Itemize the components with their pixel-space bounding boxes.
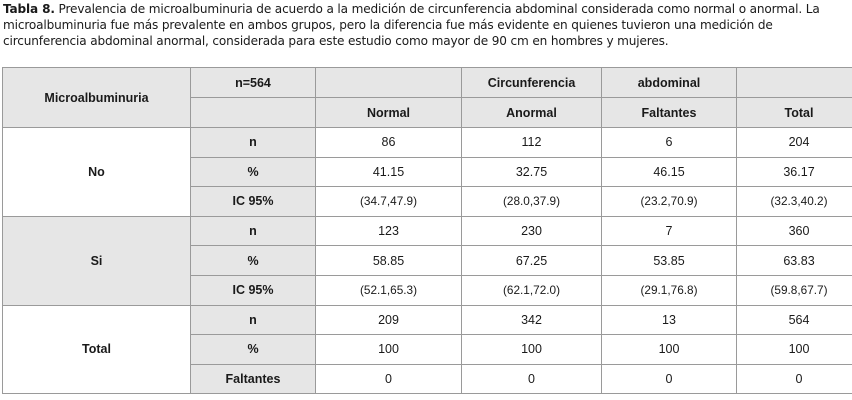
- value-cell: (28.0,37.9): [461, 186, 602, 217]
- value-cell: (52.1,65.3): [315, 274, 462, 306]
- value-cell: (32.3,40.2): [736, 186, 852, 217]
- column-header-anormal: Anormal: [461, 97, 602, 128]
- value-cell: (29.1,76.8): [601, 274, 737, 306]
- value-cell: 46.15: [601, 156, 737, 188]
- value-cell: 100: [736, 334, 852, 365]
- value-cell: 100: [315, 334, 462, 365]
- row-header-cell: Microalbuminuria: [2, 67, 191, 128]
- value-cell: 13: [601, 304, 737, 336]
- value-cell: 0: [461, 363, 602, 395]
- table-row: Total n 209 342 13 564: [2, 304, 852, 395]
- table-row: % 58.85 67.25 53.85 63.83: [3, 245, 852, 276]
- header-row-1: Microalbuminuria n=564 Circunferencia ab…: [2, 67, 852, 128]
- table-row: Si n 123 230 7 360: [2, 215, 852, 306]
- value-cell: 342: [461, 304, 602, 336]
- group-label-cell: Total: [2, 304, 191, 395]
- group-header-left: Circunferencia: [461, 67, 602, 98]
- stat-label-cell: IC 95%: [190, 186, 316, 217]
- header-empty-cell: [190, 97, 316, 128]
- table-row: IC 95% (34.7,47.9) (28.0,37.9) (23.2,70.9)(…: [3, 186, 852, 217]
- table-caption: Tabla 8. Prevalencia de microalbuminuria…: [3, 1, 849, 49]
- stat-label-cell: %: [190, 156, 316, 188]
- header-row-2: Normal Anormal Faltantes Total: [3, 97, 852, 128]
- group-label-cell: Si: [2, 215, 191, 306]
- table-row: No n 86 112 6 204: [2, 127, 852, 217]
- stat-label-cell: n: [190, 215, 316, 247]
- column-header-faltantes: Faltantes: [601, 97, 737, 128]
- value-cell: 53.85: [601, 245, 737, 276]
- header-empty-cell: [315, 67, 462, 98]
- value-cell: 209: [315, 304, 462, 336]
- value-cell: (34.7,47.9): [315, 186, 462, 217]
- value-cell: 100: [461, 334, 602, 365]
- stat-label-cell: IC 95%: [190, 274, 316, 306]
- value-cell: 564: [736, 304, 852, 336]
- value-cell: 41.15: [315, 156, 462, 188]
- value-cell: (59.8,67.7): [736, 274, 852, 306]
- value-cell: 67.25: [461, 245, 602, 276]
- value-cell: 204: [736, 127, 852, 158]
- value-cell: 86: [315, 127, 462, 158]
- value-cell: 63.83: [736, 245, 852, 276]
- value-cell: 36.17: [736, 156, 852, 188]
- column-header-total: Total: [736, 97, 852, 128]
- prevalence-table: Microalbuminuria n=564 Circunferencia ab…: [2, 67, 852, 395]
- value-cell: 32.75: [461, 156, 602, 188]
- value-cell: 0: [315, 363, 462, 395]
- header-empty-cell: [736, 67, 852, 98]
- value-cell: 0: [601, 363, 737, 395]
- group-header-right: abdominal: [601, 67, 737, 98]
- caption-text: Prevalencia de microalbuminuria de acuer…: [3, 2, 820, 48]
- value-cell: 360: [736, 215, 852, 247]
- value-cell: 100: [601, 334, 737, 365]
- value-cell: 123: [315, 215, 462, 247]
- table-body: Microalbuminuria n=564 Circunferencia ab…: [2, 67, 852, 395]
- stat-label-cell: Faltantes: [190, 363, 316, 395]
- value-cell: 7: [601, 215, 737, 247]
- stat-label-cell: n: [190, 127, 316, 158]
- value-cell: (23.2,70.9): [601, 186, 737, 217]
- value-cell: 0: [736, 363, 852, 395]
- value-cell: 6: [601, 127, 737, 158]
- value-cell: 58.85: [315, 245, 462, 276]
- caption-label: Tabla 8.: [3, 2, 55, 16]
- column-header-normal: Normal: [315, 97, 462, 128]
- value-cell: 112: [461, 127, 602, 158]
- group-label-cell: No: [2, 127, 191, 217]
- value-cell: (62.1,72.0): [461, 274, 602, 306]
- value-cell: 230: [461, 215, 602, 247]
- table-row: Faltantes 0 0 0 0: [3, 363, 852, 395]
- stat-label-cell: %: [190, 334, 316, 365]
- stat-label-cell: n: [190, 304, 316, 336]
- stat-label-cell: %: [190, 245, 316, 276]
- table-row: % 100 100 100 100: [3, 334, 852, 365]
- n-total-header: n=564: [190, 67, 316, 98]
